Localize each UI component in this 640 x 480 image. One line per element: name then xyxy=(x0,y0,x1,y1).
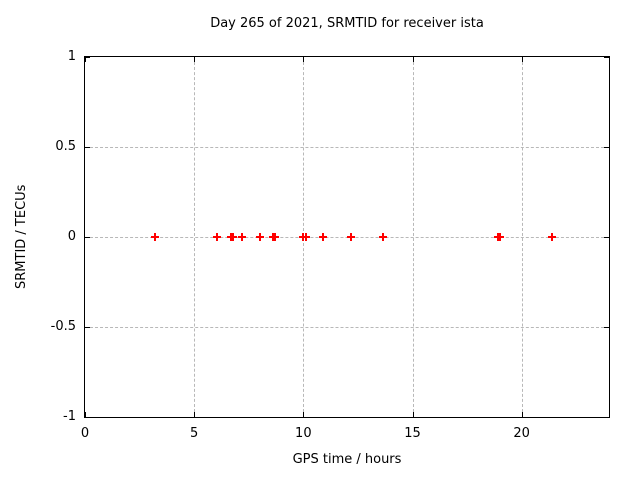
horizontal-gridline xyxy=(85,147,609,148)
x-tick-mark xyxy=(85,57,86,62)
data-point-marker xyxy=(255,233,264,241)
x-tick-mark xyxy=(303,57,305,62)
marker-bar xyxy=(216,233,219,241)
data-point-marker xyxy=(238,233,247,241)
data-point-marker xyxy=(213,233,222,241)
x-axis-title: GPS time / hours xyxy=(292,452,402,467)
x-tick-mark xyxy=(85,412,86,417)
y-tick-label: -1 xyxy=(63,409,76,424)
data-point-marker xyxy=(495,233,504,241)
marker-bar xyxy=(551,233,554,241)
y-tick-mark xyxy=(604,237,609,238)
plot-area xyxy=(84,56,610,418)
marker-bar xyxy=(273,233,276,241)
marker-bar xyxy=(350,233,353,241)
y-tick-label: 0 xyxy=(67,229,76,244)
x-tick-label: 0 xyxy=(80,426,90,441)
y-tick-mark xyxy=(604,417,609,418)
marker-bar xyxy=(304,233,307,241)
marker-bar xyxy=(321,233,324,241)
y-tick-mark xyxy=(85,237,90,238)
data-point-marker xyxy=(150,233,159,241)
y-tick-label: 0.5 xyxy=(55,139,76,154)
data-point-marker xyxy=(270,233,279,241)
x-tick-label: 10 xyxy=(295,426,312,441)
data-point-marker xyxy=(548,233,557,241)
marker-bar xyxy=(498,233,501,241)
data-point-marker xyxy=(347,233,356,241)
data-point-marker xyxy=(229,233,238,241)
data-point-marker xyxy=(301,233,310,241)
x-tick-label: 15 xyxy=(404,426,421,441)
x-tick-label: 5 xyxy=(190,426,199,441)
y-tick-mark xyxy=(604,327,609,328)
y-tick-mark xyxy=(85,417,90,418)
x-tick-mark xyxy=(412,57,414,62)
x-tick-mark xyxy=(521,412,523,417)
x-tick-mark xyxy=(412,412,414,417)
marker-bar xyxy=(241,233,244,241)
horizontal-gridline xyxy=(85,327,609,328)
x-tick-mark xyxy=(194,412,196,417)
horizontal-gridline xyxy=(85,237,609,238)
data-point-marker xyxy=(318,233,327,241)
x-tick-mark xyxy=(521,57,523,62)
data-point-marker xyxy=(379,233,388,241)
y-tick-mark xyxy=(604,147,609,148)
chart-title: Day 265 of 2021, SRMTID for receiver ist… xyxy=(210,16,484,31)
y-tick-mark xyxy=(85,147,90,148)
marker-bar xyxy=(232,233,235,241)
x-tick-mark xyxy=(194,57,196,62)
marker-bar xyxy=(382,233,385,241)
y-tick-label: 1 xyxy=(67,49,76,64)
marker-bar xyxy=(258,233,261,241)
marker-bar xyxy=(153,233,156,241)
y-tick-mark xyxy=(604,57,609,58)
x-tick-label: 20 xyxy=(513,426,530,441)
y-tick-label: -0.5 xyxy=(50,319,76,334)
y-tick-mark xyxy=(85,327,90,328)
plot-canvas xyxy=(85,57,609,418)
x-tick-mark xyxy=(303,412,305,417)
y-tick-mark xyxy=(85,57,90,58)
